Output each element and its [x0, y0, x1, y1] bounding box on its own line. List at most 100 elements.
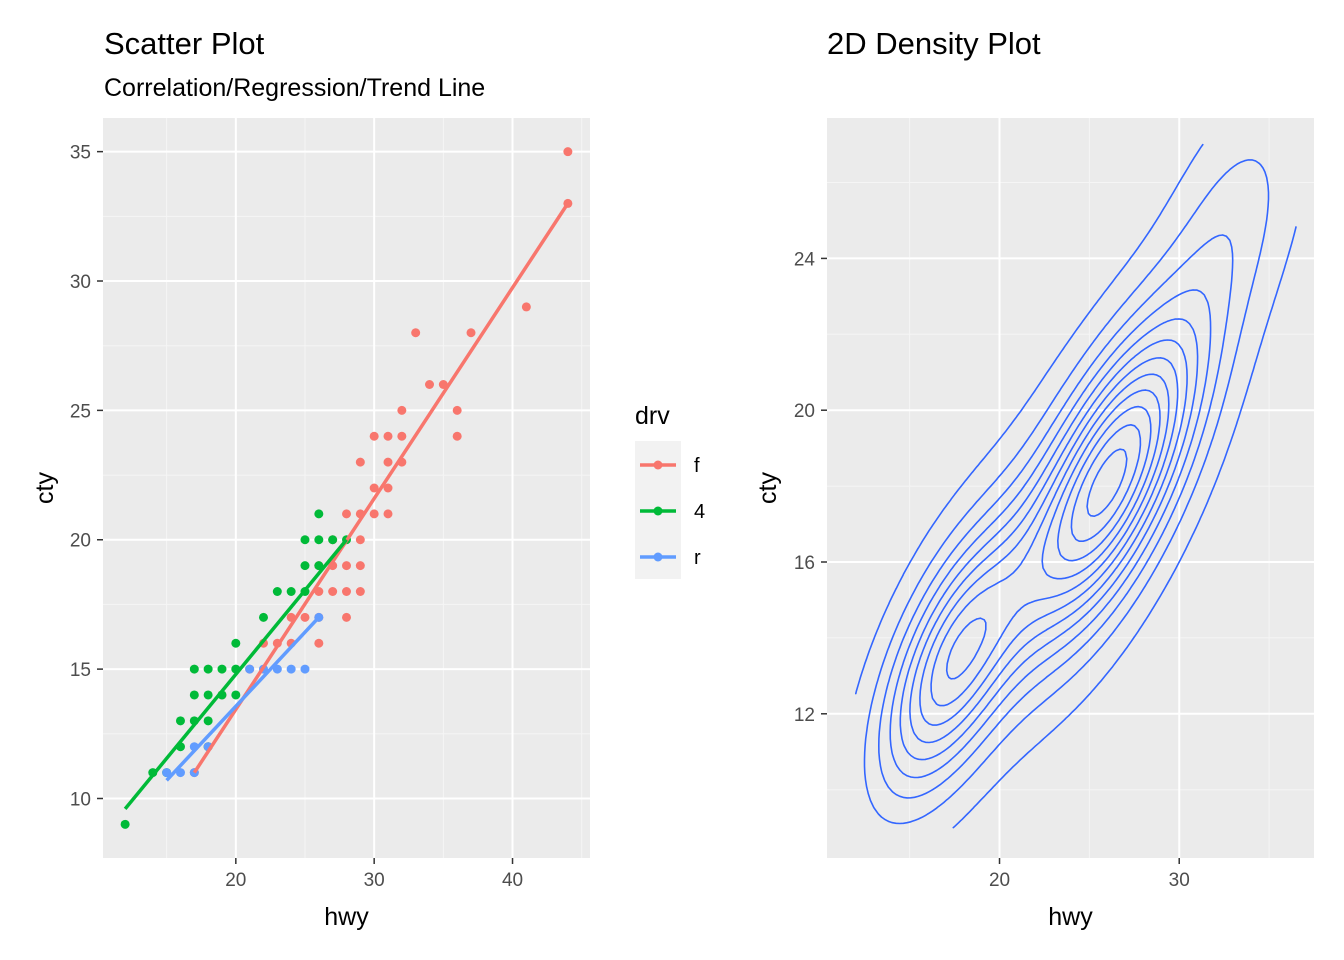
- scatter-y-tick-label: 30: [70, 272, 91, 293]
- scatter-point-4: [231, 690, 241, 700]
- density-contour-level-10: [1057, 405, 1152, 562]
- scatter-point-f: [452, 431, 462, 441]
- scatter-point-r: [286, 664, 296, 674]
- density-contour-level-4: [889, 289, 1212, 779]
- density-contour-level-5: [899, 318, 1199, 761]
- scatter-x-tick-label: 40: [502, 870, 523, 891]
- scatter-point-f: [342, 586, 351, 596]
- scatter-y-axis-title: cty: [31, 472, 59, 504]
- scatter-y-tick-label: 15: [70, 660, 91, 681]
- trend-line-4: [123, 538, 348, 810]
- scatter-y-tick-label: 20: [70, 531, 91, 552]
- scatter-point-4: [175, 716, 185, 726]
- scatter-point-f: [369, 509, 379, 519]
- density-plot-background: [827, 118, 1314, 858]
- scatter-point-f: [355, 457, 365, 467]
- density-contour-level-7: [919, 357, 1179, 726]
- scatter-x-tick-label: 30: [364, 870, 385, 891]
- scatter-point-f: [314, 638, 324, 648]
- scatter-point-f: [383, 457, 393, 467]
- scatter-point-4: [203, 690, 213, 700]
- scatter-point-f: [342, 509, 351, 519]
- scatter-point-f: [355, 586, 365, 596]
- scatter-point-4: [203, 664, 213, 674]
- scatter-subtitle: Correlation/Regression/Trend Line: [104, 74, 486, 102]
- density-x-axis-title: hwy: [1048, 903, 1093, 931]
- legend-title: drv: [635, 402, 670, 430]
- scatter-point-r: [162, 768, 172, 778]
- density-contour-level-1: [855, 143, 1297, 829]
- scatter-point-4: [231, 638, 241, 648]
- legend-key-point-f: [653, 460, 663, 470]
- scatter-y-tick-label: 10: [70, 789, 91, 810]
- density-x-tick-label: 30: [1169, 870, 1190, 891]
- legend-label-4: 4: [694, 501, 705, 523]
- density-panel: 20 30 12 16 20 24 hwy cty: [754, 118, 1314, 931]
- scatter-point-4: [286, 586, 296, 596]
- scatter-point-4: [328, 535, 338, 545]
- scatter-point-f: [342, 561, 351, 571]
- trend-line-f: [192, 202, 570, 774]
- density-contour-level-2: [863, 159, 1270, 825]
- scatter-point-f: [300, 612, 310, 622]
- scatter-point-4: [203, 716, 213, 726]
- scatter-point-4: [314, 509, 324, 519]
- scatter-point-4: [189, 690, 199, 700]
- density-contour-level-11: [1070, 424, 1142, 542]
- legend: drv f 4 r: [635, 402, 705, 579]
- scatter-title: Scatter Plot: [104, 26, 265, 61]
- scatter-point-r: [300, 664, 310, 674]
- scatter-point-f: [342, 612, 351, 622]
- trend-line-r: [165, 616, 321, 782]
- density-y-tick-label: 20: [794, 401, 815, 422]
- scatter-point-f: [563, 147, 573, 157]
- scatter-point-f: [411, 328, 421, 338]
- scatter-point-4: [300, 561, 310, 571]
- scatter-point-f: [452, 405, 462, 415]
- scatter-point-4: [120, 819, 130, 829]
- legend-key-point-4: [653, 506, 663, 516]
- scatter-point-4: [272, 586, 282, 596]
- density-contour-level-8: [930, 373, 1170, 707]
- density-y-tick-label: 16: [794, 553, 815, 574]
- scatter-point-f: [521, 302, 531, 312]
- scatter-point-f: [383, 509, 393, 519]
- density-contour-level-3: [878, 234, 1234, 799]
- density-x-tick-label: 20: [989, 870, 1010, 891]
- density-y-tick-label: 12: [794, 705, 815, 726]
- density-y-axis-title: cty: [754, 472, 782, 504]
- scatter-point-f: [369, 483, 379, 493]
- legend-label-r: r: [694, 547, 701, 569]
- scatter-point-4: [314, 535, 324, 545]
- scatter-point-f: [383, 431, 393, 441]
- scatter-point-f: [425, 380, 435, 390]
- density-contour-level-12: [1086, 448, 1128, 517]
- scatter-point-f: [383, 483, 393, 493]
- scatter-point-f: [355, 535, 365, 545]
- scatter-point-r: [245, 664, 255, 674]
- scatter-point-4: [314, 561, 324, 571]
- scatter-x-axis-title: hwy: [324, 903, 369, 931]
- scatter-x-tick-label: 20: [225, 870, 246, 891]
- scatter-y-tick-label: 25: [70, 401, 91, 422]
- legend-key-point-r: [653, 552, 663, 562]
- scatter-point-4: [300, 535, 310, 545]
- scatter-point-4: [258, 612, 268, 622]
- density-title: 2D Density Plot: [827, 26, 1041, 61]
- scatter-point-f: [397, 405, 407, 415]
- legend-label-f: f: [694, 455, 700, 477]
- scatter-y-tick-label: 35: [70, 143, 91, 164]
- scatter-point-f: [355, 561, 365, 571]
- density-contour-level-6: [909, 339, 1188, 744]
- scatter-point-f: [397, 431, 407, 441]
- scatter-point-4: [189, 664, 199, 674]
- scatter-point-r: [272, 664, 282, 674]
- scatter-point-4: [217, 664, 227, 674]
- scatter-point-f: [328, 586, 338, 596]
- density-contour-level-9: [945, 389, 1161, 680]
- scatter-point-f: [466, 328, 476, 338]
- scatter-point-f: [369, 431, 379, 441]
- scatter-panel: 20 30 40 10 15 20 25 30 35 hwy cty: [31, 118, 590, 931]
